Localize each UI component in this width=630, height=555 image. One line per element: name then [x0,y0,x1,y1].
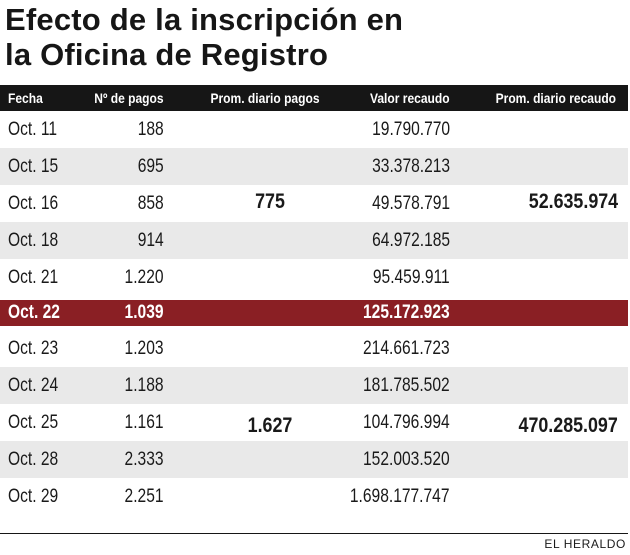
cell-pagos: 2.333 [125,449,164,470]
cell-valor: 95.459.911 [373,267,450,288]
cell-fecha: Oct. 23 [8,338,59,359]
cell-pagos: 2.251 [125,486,164,507]
cell-pagos: 914 [138,230,164,251]
cell-fecha: Oct. 25 [8,412,59,433]
cell-fecha: Oct. 29 [8,486,59,507]
title-line-1: Efecto de la inscripción en [5,2,404,37]
table-row-highlight: Oct. 22 1.039 125.172.923 [0,300,628,326]
table-row: Oct. 25 1.161 104.796.994 [0,404,628,441]
cell-fecha: Oct. 15 [8,156,59,177]
cell-pagos: 1.161 [125,412,164,433]
cell-fecha: Oct. 21 [8,267,59,288]
bottom-divider [0,533,628,534]
cell-fecha: Oct. 18 [8,230,59,251]
cell-valor: 181.785.502 [363,375,450,396]
table-row: Oct. 18 914 64.972.185 [0,222,628,259]
chart-title: Efecto de la inscripción en la Oficina d… [5,2,625,72]
after-prom-pagos: 1.627 [247,414,293,437]
cell-fecha: Oct. 16 [8,193,59,214]
cell-fecha: Oct. 24 [8,375,59,396]
cell-valor: 152.003.520 [363,449,450,470]
cell-fecha: Oct. 22 [8,302,60,323]
table-row: Oct. 21 1.220 95.459.911 [0,259,628,296]
cell-valor: 33.378.213 [372,156,450,177]
cell-pagos: 1.203 [125,338,164,359]
cell-pagos: 188 [138,119,164,140]
cell-pagos: 1.188 [125,375,164,396]
before-prom-recaudo: 52.635.974 [528,190,618,213]
table-header: Fecha Nº de pagos Prom. diario pagos Val… [0,85,628,111]
cell-valor: 125.172.923 [363,302,450,323]
header-prom-pagos: Prom. diario pagos [210,90,320,106]
cell-valor: 104.796.994 [363,412,450,433]
source-credit: EL HERALDO [544,537,626,551]
cell-pagos: 1.039 [125,302,164,323]
cell-valor: 49.578.791 [372,193,450,214]
cell-fecha: Oct. 11 [8,119,58,140]
data-table: Fecha Nº de pagos Prom. diario pagos Val… [0,85,628,515]
header-prom-recaudo: Prom. diario recaudo [495,90,616,106]
table-row: Oct. 29 2.251 1.698.177.747 [0,478,628,515]
cell-valor: 214.661.723 [363,338,450,359]
cell-pagos: 695 [138,156,164,177]
cell-valor: 19.790.770 [372,119,450,140]
title-line-2: la Oficina de Registro [5,37,329,72]
cell-valor: 64.972.185 [372,230,450,251]
table-row: Oct. 11 188 19.790.770 [0,111,628,148]
table-row: Oct. 23 1.203 214.661.723 [0,330,628,367]
before-prom-pagos: 775 [255,190,285,213]
table-row: Oct. 16 858 49.578.791 [0,185,628,222]
table-row: Oct. 15 695 33.378.213 [0,148,628,185]
table-row: Oct. 24 1.188 181.785.502 [0,367,628,404]
cell-pagos: 858 [138,193,164,214]
cell-pagos: 1.220 [125,267,164,288]
after-prom-recaudo: 470.285.097 [518,414,618,437]
header-pagos: Nº de pagos [94,90,164,106]
cell-fecha: Oct. 28 [8,449,59,470]
table-row: Oct. 28 2.333 152.003.520 [0,441,628,478]
cell-valor: 1.698.177.747 [350,486,450,507]
header-fecha: Fecha [8,90,43,106]
header-valor: Valor recaudo [370,90,450,106]
